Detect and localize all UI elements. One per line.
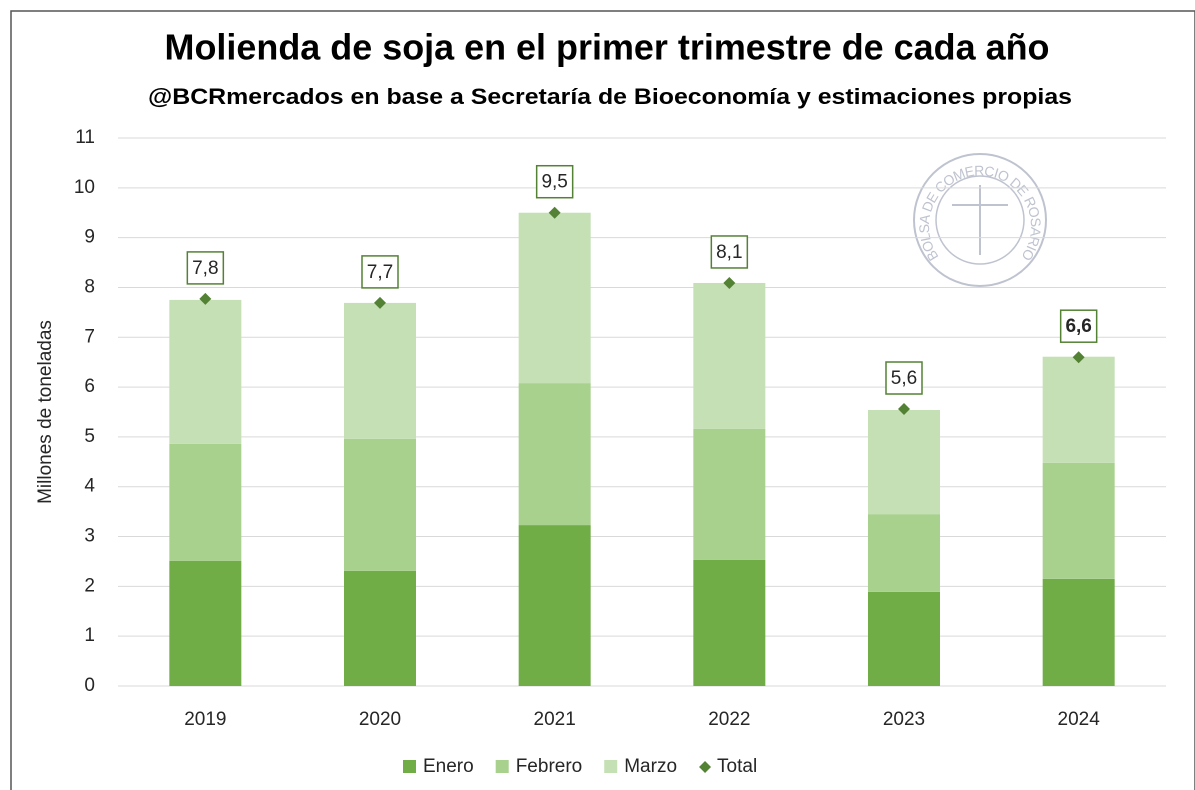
- y-tick-label: 3: [84, 526, 95, 547]
- x-tick-label: 2019: [184, 709, 226, 730]
- y-tick-label: 9: [84, 227, 95, 248]
- total-marker: [898, 403, 910, 416]
- bar-segment: [344, 438, 416, 571]
- y-tick-label: 10: [74, 177, 95, 198]
- total-marker: [199, 292, 212, 305]
- data-label-box: [535, 164, 574, 199]
- y-tick-label: 11: [75, 127, 95, 148]
- total-marker: [548, 206, 561, 219]
- bar-segment: [868, 591, 940, 686]
- total-marker: [723, 276, 736, 289]
- bar-segment: [169, 560, 242, 686]
- total-marker: [374, 296, 386, 309]
- bar-segment: [868, 410, 940, 515]
- y-tick-label: 0: [84, 675, 95, 696]
- data-label: 8,1: [716, 242, 742, 263]
- bar-segment: [1042, 462, 1115, 579]
- x-tick-label: 2023: [883, 709, 925, 730]
- total-marker: [1072, 351, 1085, 364]
- data-label-box: [885, 361, 923, 395]
- legend-label: Enero: [423, 756, 474, 777]
- bar-segment: [169, 299, 242, 444]
- bar-segment: [868, 514, 940, 592]
- data-label: 6,6: [1065, 316, 1091, 337]
- y-tick-label: 4: [84, 476, 95, 497]
- frame: [10, 10, 1195, 790]
- bar-segment: [1042, 578, 1115, 686]
- data-label: 5,6: [891, 368, 917, 389]
- bar-segment: [344, 302, 416, 439]
- grid: [118, 137, 1166, 687]
- legend-swatch: [403, 760, 416, 773]
- y-tick-label: 8: [84, 276, 95, 297]
- bar-segment: [693, 559, 766, 686]
- x-tick-label: 2024: [1058, 709, 1101, 730]
- y-tick-label: 5: [84, 426, 95, 447]
- data-label: 7,8: [192, 258, 218, 279]
- bar-segment: [518, 383, 591, 526]
- chart-subtitle: @BCRmercados en base a Secretaría de Bio…: [148, 84, 1072, 109]
- data-label: 7,7: [367, 262, 393, 283]
- data-label-box: [186, 251, 225, 285]
- bar-segment: [518, 212, 591, 384]
- legend-label: Marzo: [624, 756, 677, 777]
- data-label: 9,5: [541, 172, 567, 193]
- y-tick-label: 2: [84, 575, 95, 596]
- x-tick-label: 2020: [359, 709, 401, 730]
- bar-segment: [169, 443, 242, 561]
- x-tick-label: 2022: [708, 709, 750, 730]
- bar-segment: [1042, 356, 1115, 463]
- bar-segment: [518, 525, 591, 686]
- x-tick-label: 2021: [534, 709, 576, 730]
- legend-swatch: [495, 760, 509, 773]
- chart-title: Molienda de soja en el primer trimestre …: [165, 27, 1050, 68]
- y-tick-label: 7: [84, 326, 95, 347]
- bar-segment: [693, 282, 766, 429]
- bar-segment: [344, 570, 416, 686]
- y-tick-label: 6: [84, 376, 95, 397]
- legend-swatch: [604, 760, 618, 773]
- legend-marker: [699, 761, 712, 773]
- bar-segment: [693, 428, 766, 560]
- y-axis-label: Millones de toneladas: [35, 320, 56, 504]
- data-label-box: [1059, 309, 1098, 343]
- data-label-box: [361, 255, 399, 289]
- legend-label: Total: [717, 756, 757, 777]
- legend-label: Febrero: [516, 756, 583, 777]
- y-tick-label: 1: [84, 625, 95, 646]
- data-label-box: [710, 235, 749, 269]
- watermark-seal: BOLSA DE COMERCIO DE ROSARIO: [913, 153, 1047, 287]
